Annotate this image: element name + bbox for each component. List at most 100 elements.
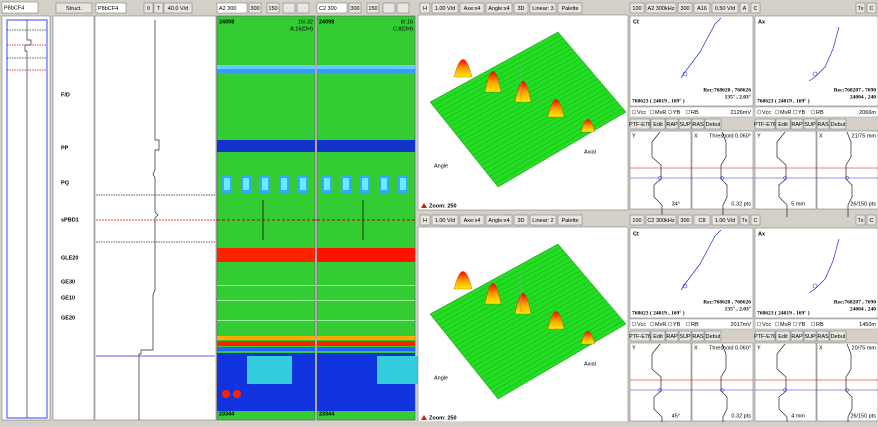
toolbar-button[interactable]	[419, 214, 431, 226]
toolbar-button[interactable]	[485, 2, 513, 14]
action-button[interactable]	[629, 118, 651, 130]
toolbar-button[interactable]	[855, 2, 866, 14]
action-button[interactable]	[678, 118, 692, 130]
action-button[interactable]	[816, 330, 830, 342]
radio[interactable]	[631, 109, 637, 115]
action-button[interactable]	[790, 330, 804, 342]
lissajous-point	[682, 71, 688, 77]
action-button[interactable]	[754, 330, 776, 342]
toolbar-button[interactable]	[513, 214, 529, 226]
action-button[interactable]	[629, 330, 651, 342]
toolbar-button[interactable]	[153, 2, 164, 14]
toolbar-button[interactable]	[431, 2, 459, 14]
action-button[interactable]	[775, 118, 791, 130]
action-button[interactable]	[678, 330, 692, 342]
tool-icon[interactable]	[296, 2, 310, 14]
toolbar-button[interactable]	[711, 214, 739, 226]
radio[interactable]	[667, 321, 673, 327]
toolbar-button[interactable]	[55, 2, 93, 14]
tool-icon[interactable]	[282, 2, 296, 14]
dropdown[interactable]	[95, 2, 127, 14]
radio[interactable]	[756, 109, 762, 115]
tool-icon[interactable]	[382, 2, 396, 14]
toolbar-button[interactable]	[557, 214, 583, 226]
action-button[interactable]	[691, 118, 705, 130]
radio[interactable]	[792, 109, 798, 115]
toolbar-button[interactable]	[431, 214, 459, 226]
action-button[interactable]	[704, 330, 722, 342]
radio[interactable]	[685, 321, 691, 327]
terrain-line	[449, 55, 578, 127]
action-button[interactable]	[816, 118, 830, 130]
terrain-line	[483, 95, 612, 170]
toolbar-button[interactable]	[557, 2, 583, 14]
action-button[interactable]	[650, 330, 666, 342]
toolbar-button[interactable]	[750, 2, 761, 14]
radio[interactable]	[774, 109, 780, 115]
action-button[interactable]	[790, 118, 804, 130]
toolbar-button[interactable]	[266, 2, 280, 14]
toolbar-button[interactable]	[750, 214, 761, 226]
toolbar-button[interactable]	[529, 214, 557, 226]
toolbar-button[interactable]	[866, 214, 877, 226]
toolbar-button[interactable]	[739, 214, 750, 226]
action-button[interactable]	[775, 330, 791, 342]
toolbar-button-label: 0	[147, 6, 150, 12]
channel-dropdown[interactable]	[316, 2, 348, 14]
strip-band	[262, 178, 268, 190]
toolbar-button[interactable]	[739, 2, 750, 14]
radio[interactable]	[792, 321, 798, 327]
toolbar-button[interactable]	[693, 2, 711, 14]
action-button[interactable]	[803, 118, 817, 130]
radio[interactable]	[631, 321, 637, 327]
channel-dropdown[interactable]	[216, 2, 248, 14]
toolbar-button[interactable]	[459, 214, 485, 226]
radio[interactable]	[810, 109, 816, 115]
toolbar-button[interactable]	[855, 214, 866, 226]
dropdown[interactable]	[1, 1, 39, 14]
toolbar-button[interactable]	[366, 2, 380, 14]
toolbar-button[interactable]	[645, 214, 677, 226]
toolbar-button[interactable]	[143, 2, 154, 14]
terrain-line	[435, 38, 564, 110]
toolbar-button[interactable]	[248, 2, 262, 14]
lissajous-point	[682, 283, 688, 289]
toolbar-button[interactable]	[629, 2, 645, 14]
toolbar-button[interactable]	[677, 2, 693, 14]
action-button[interactable]	[691, 330, 705, 342]
toolbar-button-label: 100	[632, 218, 641, 224]
action-button[interactable]	[704, 118, 722, 130]
radio[interactable]	[685, 109, 691, 115]
toolbar-button[interactable]	[529, 2, 557, 14]
action-button[interactable]	[754, 118, 776, 130]
signal-trace	[720, 343, 728, 427]
readout: 1450m	[859, 322, 876, 328]
radio[interactable]	[649, 321, 655, 327]
toolbar-button[interactable]	[677, 214, 693, 226]
toolbar-button[interactable]	[419, 2, 431, 14]
radio[interactable]	[649, 109, 655, 115]
toolbar-button[interactable]	[348, 2, 362, 14]
action-button[interactable]	[665, 330, 679, 342]
toolbar-button[interactable]	[693, 214, 711, 226]
action-button[interactable]	[665, 118, 679, 130]
radio-label: Vcc	[637, 322, 646, 328]
toolbar-button[interactable]	[513, 2, 529, 14]
action-button[interactable]	[829, 118, 847, 130]
toolbar-button[interactable]	[866, 2, 877, 14]
toolbar-button[interactable]	[163, 2, 193, 14]
toolbar-button[interactable]	[485, 214, 513, 226]
radio[interactable]	[667, 109, 673, 115]
tool-icon[interactable]	[396, 2, 410, 14]
radio[interactable]	[810, 321, 816, 327]
toolbar-button[interactable]	[459, 2, 485, 14]
action-button[interactable]	[650, 118, 666, 130]
toolbar-button[interactable]	[629, 214, 645, 226]
radio[interactable]	[774, 321, 780, 327]
action-button[interactable]	[803, 330, 817, 342]
toolbar-button[interactable]	[711, 2, 739, 14]
strip-band	[217, 140, 315, 152]
toolbar-button[interactable]	[645, 2, 677, 14]
action-button[interactable]	[829, 330, 847, 342]
radio[interactable]	[756, 321, 762, 327]
